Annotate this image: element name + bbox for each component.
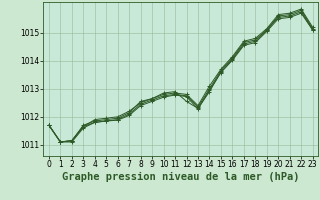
X-axis label: Graphe pression niveau de la mer (hPa): Graphe pression niveau de la mer (hPa) — [62, 172, 300, 182]
